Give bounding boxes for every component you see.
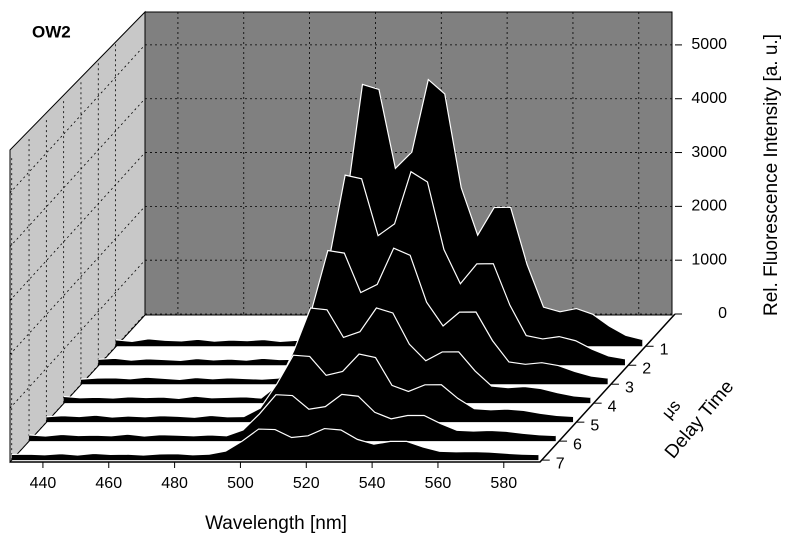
chart-title: OW2 — [32, 22, 71, 41]
z-tick-label: 4000 — [691, 90, 727, 107]
depth-tick-label: 2 — [642, 360, 651, 377]
series-fill — [115, 79, 643, 347]
series-line — [46, 353, 574, 418]
depth-unit: μs — [658, 396, 684, 422]
x-tick-label: 580 — [490, 475, 517, 492]
depth-tick-label: 4 — [608, 398, 617, 415]
depth-tick-label: 3 — [625, 379, 634, 396]
series-line — [115, 78, 643, 343]
series-line — [80, 247, 608, 380]
z-tick-label: 1000 — [691, 251, 727, 268]
x-tick-label: 480 — [161, 475, 188, 492]
plot — [11, 78, 643, 461]
z-axis-label: Rel. Fluorescence Intensity [a. u.] — [761, 34, 782, 316]
depth-tick-label: 7 — [556, 455, 565, 472]
x-tick-label: 520 — [293, 475, 320, 492]
depth-tick-label: 1 — [660, 341, 669, 358]
grid-line — [9, 259, 146, 409]
series-fill — [46, 354, 574, 423]
x-tick-label: 460 — [95, 475, 122, 492]
x-tick-label: 440 — [30, 475, 57, 492]
grid-line — [9, 44, 146, 194]
series-line — [98, 170, 626, 361]
series-fill — [80, 248, 608, 385]
z-tick-label: 5000 — [691, 36, 727, 53]
series-fill — [63, 307, 591, 404]
x-axis-label: Wavelength [nm] — [205, 513, 347, 534]
grid-line — [9, 152, 146, 301]
series-line — [28, 393, 556, 437]
z-tick-label: 2000 — [691, 198, 727, 215]
left-wall — [9, 10, 146, 464]
depth-tick-label: 6 — [573, 436, 582, 453]
z-tick-label: 0 — [718, 305, 727, 322]
series-line — [11, 427, 539, 456]
x-tick-label: 540 — [359, 475, 386, 492]
grid-line — [9, 313, 146, 463]
series-fill — [29, 394, 556, 442]
z-tick-label: 3000 — [691, 144, 727, 161]
series-fill — [98, 171, 625, 366]
grid-line — [9, 206, 146, 355]
depth-tick-label: 5 — [590, 417, 599, 434]
grid-line — [9, 98, 146, 247]
axis-frame — [10, 313, 676, 463]
x-tick-label: 560 — [425, 475, 452, 492]
series-fill — [11, 428, 539, 461]
x-tick-label: 500 — [227, 475, 254, 492]
series-line — [63, 307, 591, 399]
